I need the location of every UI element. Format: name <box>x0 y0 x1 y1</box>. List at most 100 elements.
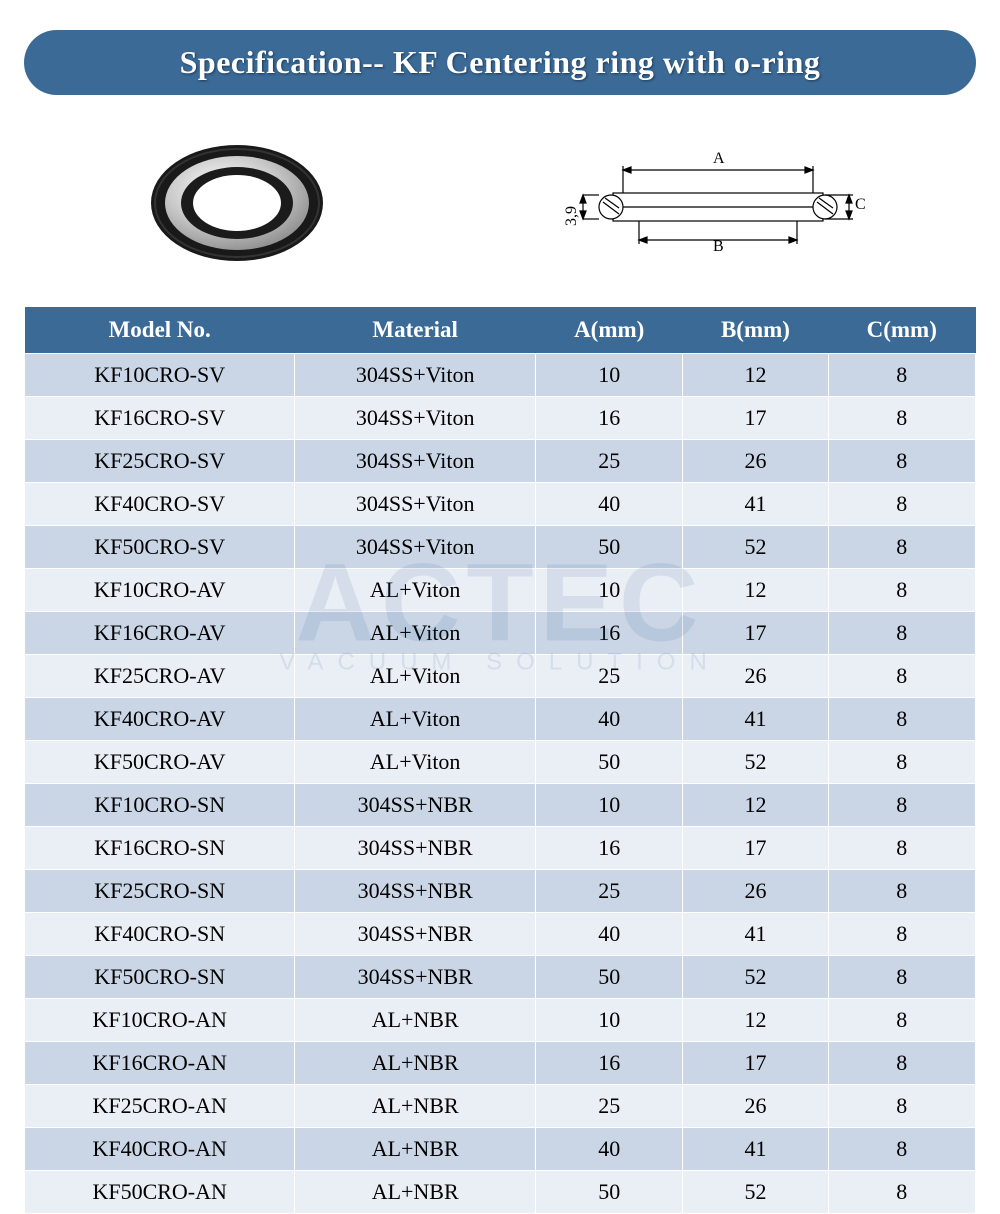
table-cell: 52 <box>683 1171 828 1214</box>
table-cell: AL+Viton <box>295 741 536 784</box>
table-row: KF40CRO-SV304SS+Viton40418 <box>25 483 976 526</box>
illustration-row: A B C 3,9 <box>24 123 976 283</box>
table-cell: AL+Viton <box>295 612 536 655</box>
table-cell: 8 <box>828 397 976 440</box>
table-cell: KF10CRO-SV <box>25 354 295 397</box>
table-row: KF25CRO-AVAL+Viton25268 <box>25 655 976 698</box>
table-row: KF50CRO-SV304SS+Viton50528 <box>25 526 976 569</box>
table-cell: AL+NBR <box>295 1128 536 1171</box>
table-cell: 26 <box>683 440 828 483</box>
table-header-cell: Material <box>295 307 536 354</box>
table-row: KF50CRO-AVAL+Viton50528 <box>25 741 976 784</box>
table-cell: 304SS+Viton <box>295 354 536 397</box>
table-cell: 17 <box>683 397 828 440</box>
table-cell: 40 <box>535 1128 682 1171</box>
table-cell: 10 <box>535 569 682 612</box>
table-cell: 304SS+Viton <box>295 440 536 483</box>
table-cell: 8 <box>828 870 976 913</box>
table-cell: KF50CRO-SV <box>25 526 295 569</box>
dim-label-a: A <box>713 150 725 168</box>
table-cell: KF10CRO-AV <box>25 569 295 612</box>
table-cell: 8 <box>828 784 976 827</box>
table-cell: KF50CRO-SN <box>25 956 295 999</box>
table-cell: 41 <box>683 698 828 741</box>
table-row: KF50CRO-SN304SS+NBR50528 <box>25 956 976 999</box>
table-row: KF40CRO-SN304SS+NBR40418 <box>25 913 976 956</box>
table-row: KF25CRO-ANAL+NBR25268 <box>25 1085 976 1128</box>
table-row: KF25CRO-SN304SS+NBR25268 <box>25 870 976 913</box>
table-cell: 8 <box>828 354 976 397</box>
table-cell: 304SS+NBR <box>295 956 536 999</box>
table-cell: 50 <box>535 526 682 569</box>
table-cell: 17 <box>683 612 828 655</box>
table-header-cell: A(mm) <box>535 307 682 354</box>
table-row: KF10CRO-SV304SS+Viton10128 <box>25 354 976 397</box>
table-cell: 304SS+NBR <box>295 870 536 913</box>
table-header-row: Model No.MaterialA(mm)B(mm)C(mm) <box>25 307 976 354</box>
table-cell: 8 <box>828 526 976 569</box>
table-cell: 16 <box>535 1042 682 1085</box>
table-cell: AL+Viton <box>295 569 536 612</box>
table-cell: AL+NBR <box>295 1085 536 1128</box>
table-cell: 16 <box>535 397 682 440</box>
table-cell: KF40CRO-SV <box>25 483 295 526</box>
table-cell: KF16CRO-SV <box>25 397 295 440</box>
table-cell: KF50CRO-AV <box>25 741 295 784</box>
table-row: KF16CRO-SN304SS+NBR16178 <box>25 827 976 870</box>
table-cell: 26 <box>683 655 828 698</box>
table-cell: KF10CRO-AN <box>25 999 295 1042</box>
table-cell: AL+NBR <box>295 999 536 1042</box>
table-cell: 17 <box>683 1042 828 1085</box>
table-row: KF50CRO-ANAL+NBR50528 <box>25 1171 976 1214</box>
table-cell: 26 <box>683 870 828 913</box>
table-cell: 8 <box>828 483 976 526</box>
table-cell: KF40CRO-AV <box>25 698 295 741</box>
table-cell: 17 <box>683 827 828 870</box>
table-row: KF16CRO-SV304SS+Viton16178 <box>25 397 976 440</box>
table-cell: KF50CRO-AN <box>25 1171 295 1214</box>
table-cell: 41 <box>683 1128 828 1171</box>
table-cell: 8 <box>828 655 976 698</box>
table-cell: 50 <box>535 956 682 999</box>
table-cell: 12 <box>683 569 828 612</box>
table-cell: 40 <box>535 698 682 741</box>
product-ring-illustration <box>127 133 347 273</box>
table-cell: 10 <box>535 999 682 1042</box>
page-title: Specification-- KF Centering ring with o… <box>24 30 976 95</box>
table-cell: 8 <box>828 612 976 655</box>
table-cell: 50 <box>535 1171 682 1214</box>
table-cell: 12 <box>683 354 828 397</box>
table-cell: 8 <box>828 440 976 483</box>
table-cell: 52 <box>683 956 828 999</box>
table-cell: 8 <box>828 999 976 1042</box>
table-cell: AL+NBR <box>295 1042 536 1085</box>
table-cell: 304SS+Viton <box>295 526 536 569</box>
table-cell: 304SS+NBR <box>295 784 536 827</box>
table-cell: 304SS+NBR <box>295 913 536 956</box>
table-cell: KF40CRO-SN <box>25 913 295 956</box>
table-cell: KF25CRO-AN <box>25 1085 295 1128</box>
table-row: KF10CRO-AVAL+Viton10128 <box>25 569 976 612</box>
table-cell: 25 <box>535 870 682 913</box>
table-cell: 50 <box>535 741 682 784</box>
table-row: KF16CRO-ANAL+NBR16178 <box>25 1042 976 1085</box>
table-row: KF25CRO-SV304SS+Viton25268 <box>25 440 976 483</box>
technical-drawing: A B C 3,9 <box>553 148 873 258</box>
table-cell: 16 <box>535 612 682 655</box>
table-cell: 8 <box>828 1085 976 1128</box>
table-cell: 8 <box>828 569 976 612</box>
table-cell: 304SS+Viton <box>295 397 536 440</box>
dim-label-side: 3,9 <box>563 206 581 226</box>
table-row: KF16CRO-AVAL+Viton16178 <box>25 612 976 655</box>
table-header-cell: B(mm) <box>683 307 828 354</box>
table-cell: KF40CRO-AN <box>25 1128 295 1171</box>
table-cell: 8 <box>828 913 976 956</box>
table-cell: 8 <box>828 827 976 870</box>
table-cell: KF16CRO-AV <box>25 612 295 655</box>
table-cell: KF10CRO-SN <box>25 784 295 827</box>
dim-label-b: B <box>713 238 724 256</box>
table-header-cell: C(mm) <box>828 307 976 354</box>
table-cell: KF25CRO-SV <box>25 440 295 483</box>
table-header-cell: Model No. <box>25 307 295 354</box>
table-cell: 8 <box>828 698 976 741</box>
